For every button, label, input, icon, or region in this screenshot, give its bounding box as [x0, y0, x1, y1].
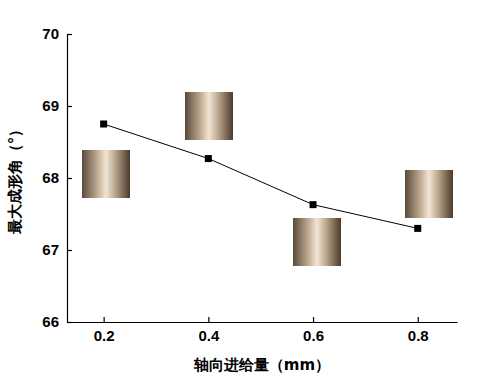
x-axis-title: 轴向进给量（mm）	[193, 356, 330, 374]
y-tick-mark	[67, 178, 72, 179]
marks	[100, 121, 421, 232]
y-tick: 66	[42, 313, 72, 330]
x-tick: 0.8	[408, 317, 429, 344]
x-tick-mark	[208, 317, 209, 322]
y-tick: 69	[42, 97, 72, 114]
y-tick-label: 66	[42, 313, 59, 330]
data-point	[100, 121, 107, 128]
x-axis: 0.2 0.4 0.6 0.8	[68, 317, 458, 344]
x-axis-line	[68, 322, 458, 323]
inset-photo	[185, 92, 233, 140]
inset-photo	[405, 170, 453, 218]
y-tick-label: 68	[42, 169, 59, 186]
x-tick-mark	[104, 317, 105, 322]
y-tick: 70	[42, 25, 72, 42]
inset-photos	[82, 92, 453, 266]
y-tick-mark	[67, 250, 72, 251]
x-tick-label: 0.2	[94, 327, 115, 344]
x-tick-mark	[418, 317, 419, 322]
x-tick: 0.6	[303, 317, 324, 344]
series-line	[104, 124, 418, 228]
y-tick-mark	[67, 106, 72, 107]
chart: 0.2 0.4 0.6 0.8 66 67 68 69 70 轴向进给量（mm） 最大成形角（°）	[0, 0, 485, 380]
data-point	[414, 225, 421, 232]
inset-photo	[293, 218, 341, 266]
x-tick-label: 0.6	[303, 327, 324, 344]
y-axis: 66 67 68 69 70	[42, 25, 72, 330]
y-tick-mark	[67, 322, 72, 323]
y-tick-label: 70	[42, 25, 59, 42]
y-tick-label: 67	[42, 241, 59, 258]
x-tick: 0.2	[94, 317, 115, 344]
y-tick-label: 69	[42, 97, 59, 114]
y-tick-mark	[67, 34, 72, 35]
x-tick-mark	[313, 317, 314, 322]
inset-photo	[82, 150, 130, 198]
x-tick-label: 0.8	[408, 327, 429, 344]
x-tick: 0.4	[198, 317, 220, 344]
plot-area: 0.2 0.4 0.6 0.8 66 67 68 69 70	[42, 25, 457, 343]
data-point	[310, 201, 317, 208]
y-axis-title: 最大成形角（°）	[6, 122, 24, 236]
y-tick: 68	[42, 169, 72, 186]
x-tick-label: 0.4	[198, 327, 220, 344]
y-tick: 67	[42, 241, 72, 258]
data-point	[205, 155, 212, 162]
